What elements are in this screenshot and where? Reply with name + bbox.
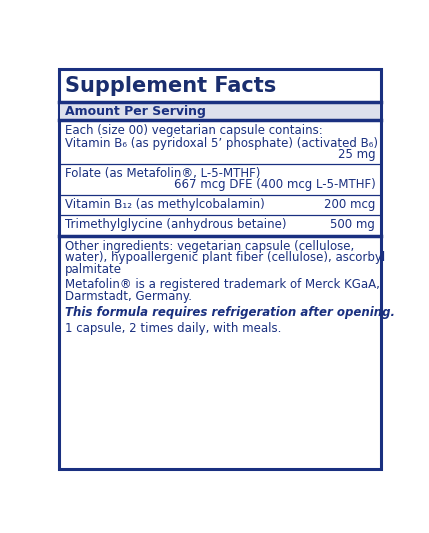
Text: Vitamin B₁₂ (as methylcobalamin): Vitamin B₁₂ (as methylcobalamin)	[65, 198, 265, 212]
Text: water), hypoallergenic plant fiber (cellulose), ascorbyl: water), hypoallergenic plant fiber (cell…	[65, 252, 386, 264]
Text: Supplement Facts: Supplement Facts	[65, 76, 277, 96]
Text: 200 mcg: 200 mcg	[324, 198, 375, 212]
Text: Amount Per Serving: Amount Per Serving	[65, 105, 206, 118]
Text: Each (size 00) vegetarian capsule contains:: Each (size 00) vegetarian capsule contai…	[65, 124, 323, 136]
Text: 667 mcg DFE (400 mcg L-5-MTHF): 667 mcg DFE (400 mcg L-5-MTHF)	[173, 179, 375, 191]
Text: Folate (as Metafolin®, L-5-MTHF): Folate (as Metafolin®, L-5-MTHF)	[65, 167, 261, 180]
Text: palmitate: palmitate	[65, 263, 122, 276]
Text: Vitamin B₆ (as pyridoxal 5’ phosphate) (activated B₆): Vitamin B₆ (as pyridoxal 5’ phosphate) (…	[65, 137, 378, 150]
Text: Darmstadt, Germany.: Darmstadt, Germany.	[65, 290, 192, 303]
Text: 1 capsule, 2 times daily, with meals.: 1 capsule, 2 times daily, with meals.	[65, 321, 281, 335]
Text: 25 mg: 25 mg	[338, 148, 375, 160]
Text: 500 mg: 500 mg	[330, 219, 375, 231]
Bar	[60, 102, 380, 120]
Text: Trimethylglycine (anhydrous betaine): Trimethylglycine (anhydrous betaine)	[65, 219, 287, 231]
Text: This formula requires refrigeration after opening.: This formula requires refrigeration afte…	[65, 306, 395, 319]
Text: Other ingredients: vegetarian capsule (cellulose,: Other ingredients: vegetarian capsule (c…	[65, 240, 354, 253]
Text: Metafolin® is a registered trademark of Merck KGaA,: Metafolin® is a registered trademark of …	[65, 278, 380, 292]
